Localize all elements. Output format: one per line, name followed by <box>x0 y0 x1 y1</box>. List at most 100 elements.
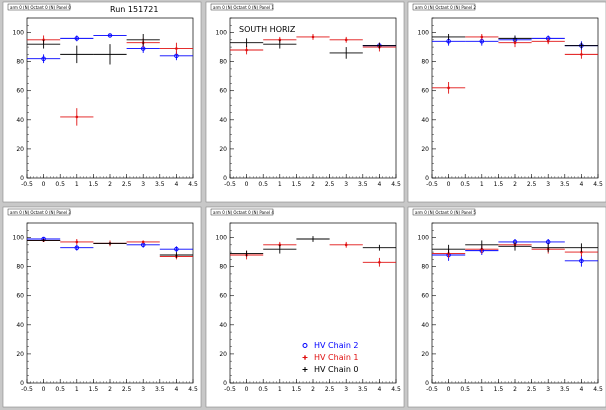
x-tick-label: 2.5 <box>325 386 335 393</box>
data-point-hv-chain-0 <box>60 45 94 64</box>
y-tick-label: 40 <box>421 117 429 124</box>
legend-label: HV Chain 0 <box>314 365 359 374</box>
x-tick-label: 3.5 <box>358 386 368 393</box>
x-tick-label: 0 <box>42 386 46 393</box>
data-point-hv-chain-1 <box>126 240 160 244</box>
y-tick-label: 0 <box>20 175 24 182</box>
data-point-hv-chain-0 <box>362 244 396 251</box>
x-tick-label: 0 <box>447 181 451 188</box>
y-tick-label: 60 <box>421 88 429 95</box>
y-tick-label: 40 <box>421 322 429 329</box>
x-tick-label: 4.5 <box>188 386 198 393</box>
data-point-hv-chain-0 <box>27 239 61 242</box>
y-tick-label: 40 <box>16 322 24 329</box>
x-tick-label: 3.5 <box>560 181 570 188</box>
title-box <box>7 3 71 11</box>
data-point-hv-chain-0 <box>432 34 466 40</box>
data-point-hv-chain-2 <box>564 255 598 267</box>
pad-background <box>2 1 202 203</box>
x-tick-label: 4 <box>579 386 583 393</box>
star-marker <box>175 47 178 50</box>
data-point-hv-chain-2 <box>60 244 94 251</box>
data-point-hv-chain-0 <box>230 250 264 257</box>
x-tick-label: 0.5 <box>55 386 65 393</box>
x-tick-label: 2 <box>513 386 517 393</box>
y-tick-label: 80 <box>16 59 24 66</box>
data-point-hv-chain-0 <box>93 44 127 65</box>
star-marker <box>546 39 550 43</box>
x-tick-label: 3.5 <box>155 386 165 393</box>
plot-title: arm 0 (N) Octant 0 (N) Panel 0 <box>10 5 71 10</box>
plot-title: arm 0 (N) Octant 0 (N) Panel 1 <box>213 5 274 10</box>
x-tick-label: 2.5 <box>527 386 537 393</box>
y-tick-label: 40 <box>219 117 227 124</box>
x-tick-label: -0.5 <box>21 181 33 188</box>
data-point-hv-chain-0 <box>263 39 297 49</box>
x-tick-label: -0.5 <box>21 386 33 393</box>
star-marker <box>378 260 381 264</box>
data-point-hv-chain-0 <box>263 244 297 254</box>
x-tick-label: 0 <box>42 181 46 188</box>
y-tick-label: 80 <box>219 264 227 271</box>
legend-star-icon <box>303 356 307 359</box>
pad-background <box>407 1 606 203</box>
data-point-hv-chain-0 <box>329 47 363 59</box>
x-tick-label: -0.5 <box>224 181 236 188</box>
data-point-hv-chain-0 <box>432 244 466 254</box>
data-point-hv-chain-0 <box>93 241 127 245</box>
x-tick-label: 4.5 <box>593 181 603 188</box>
x-tick-label: 4.5 <box>391 386 401 393</box>
x-tick-label: 0.5 <box>460 181 470 188</box>
y-tick-label: 60 <box>219 293 227 300</box>
x-tick-label: 2 <box>311 386 315 393</box>
chart-panel-6: arm 0 (N) Octant 0 (N) Panel 50204060801… <box>407 206 606 408</box>
y-tick-label: 0 <box>425 380 429 387</box>
legend-label: HV Chain 2 <box>314 341 359 350</box>
x-tick-label: 0.5 <box>258 386 268 393</box>
y-tick-label: 0 <box>223 380 227 387</box>
x-tick-label: 3 <box>546 181 550 188</box>
circle-marker <box>74 245 80 250</box>
plot-title: arm 0 (N) Octant 0 (N) Panel 4 <box>213 210 274 215</box>
y-tick-label: 0 <box>20 380 24 387</box>
y-tick-label: 0 <box>223 175 227 182</box>
x-tick-label: 4 <box>579 181 583 188</box>
x-tick-label: 1.5 <box>494 386 504 393</box>
x-tick-label: 4 <box>377 386 381 393</box>
x-tick-label: 2.5 <box>527 181 537 188</box>
data-point-hv-chain-0 <box>230 38 264 48</box>
legend-entry-3: HV Chain 0 <box>302 365 359 374</box>
y-tick-label: 20 <box>16 351 24 358</box>
data-point-hv-chain-1 <box>432 82 466 94</box>
chart-panel-5: arm 0 (N) Octant 0 (N) Panel 40204060801… <box>205 206 405 408</box>
x-tick-label: 1 <box>278 386 282 393</box>
x-tick-label: 1 <box>278 181 282 188</box>
x-tick-label: -0.5 <box>224 386 236 393</box>
x-tick-label: 0 <box>245 181 249 188</box>
x-tick-label: 3.5 <box>358 181 368 188</box>
x-tick-label: 1.5 <box>292 181 302 188</box>
star-marker <box>447 86 450 90</box>
y-tick-label: 100 <box>13 30 25 37</box>
x-tick-label: 1 <box>480 386 484 393</box>
y-tick-label: 40 <box>16 117 24 124</box>
legend-entry-2: HV Chain 1 <box>302 353 359 362</box>
circle-marker <box>174 246 179 252</box>
x-tick-label: 4.5 <box>593 386 603 393</box>
data-point-hv-chain-0 <box>564 243 598 253</box>
x-tick-label: 4.5 <box>188 181 198 188</box>
y-tick-label: 80 <box>421 59 429 66</box>
y-tick-label: 60 <box>421 293 429 300</box>
y-tick-label: 80 <box>219 59 227 66</box>
data-point-hv-chain-0 <box>126 34 160 46</box>
data-point-hv-chain-1 <box>362 257 396 267</box>
x-tick-label: 2.5 <box>325 181 335 188</box>
y-tick-label: 60 <box>16 88 24 95</box>
data-point-hv-chain-2 <box>159 246 193 253</box>
y-tick-label: 20 <box>421 146 429 153</box>
data-point-hv-chain-0 <box>465 240 499 250</box>
pad-background <box>205 1 405 203</box>
data-point-hv-chain-1 <box>465 34 499 40</box>
x-tick-label: 2 <box>513 181 517 188</box>
x-tick-label: 3 <box>546 386 550 393</box>
